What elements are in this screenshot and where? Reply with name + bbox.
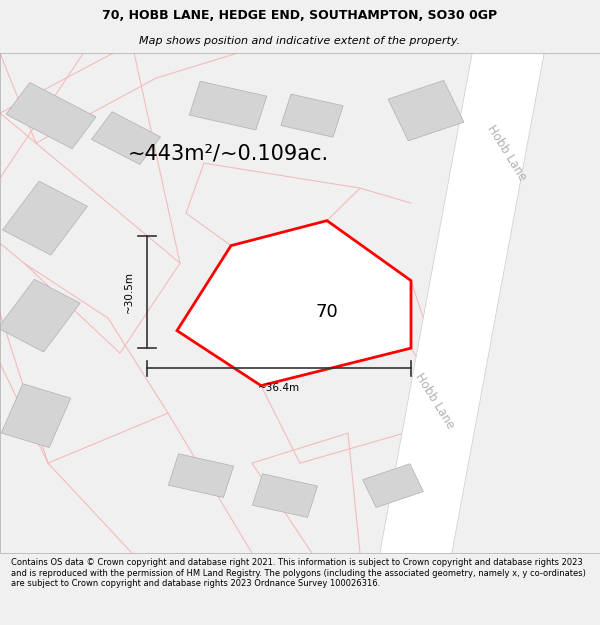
Polygon shape — [189, 81, 267, 130]
Text: Contains OS data © Crown copyright and database right 2021. This information is : Contains OS data © Crown copyright and d… — [11, 558, 586, 588]
Polygon shape — [0, 279, 80, 352]
Text: 70, HOBB LANE, HEDGE END, SOUTHAMPTON, SO30 0GP: 70, HOBB LANE, HEDGE END, SOUTHAMPTON, S… — [103, 9, 497, 22]
Text: 70: 70 — [316, 303, 338, 321]
Text: ~30.5m: ~30.5m — [124, 271, 134, 313]
Polygon shape — [378, 43, 546, 563]
Polygon shape — [91, 112, 161, 164]
Polygon shape — [281, 94, 343, 137]
Polygon shape — [6, 82, 96, 149]
Polygon shape — [388, 81, 464, 141]
Text: Map shows position and indicative extent of the property.: Map shows position and indicative extent… — [139, 36, 461, 46]
Polygon shape — [253, 474, 317, 518]
Text: Hobb Lane: Hobb Lane — [485, 123, 529, 183]
Polygon shape — [362, 464, 424, 508]
Polygon shape — [177, 221, 411, 386]
Polygon shape — [2, 181, 88, 255]
Text: ~443m²/~0.109ac.: ~443m²/~0.109ac. — [127, 143, 329, 163]
Text: Hobb Lane: Hobb Lane — [413, 371, 457, 431]
Polygon shape — [169, 454, 233, 498]
Polygon shape — [1, 384, 71, 448]
Text: ~36.4m: ~36.4m — [258, 383, 300, 393]
